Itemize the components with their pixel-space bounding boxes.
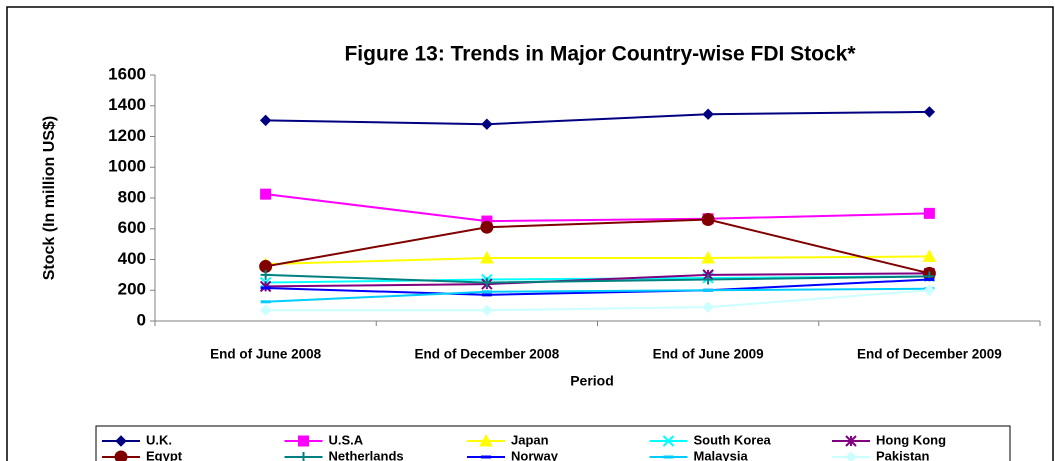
marker — [480, 220, 494, 234]
legend-label: U.S.A — [329, 432, 364, 447]
series-line — [265, 255, 930, 266]
marker — [481, 277, 492, 288]
legend-label: Malaysia — [694, 448, 749, 461]
series-line — [265, 287, 930, 303]
legend-label: Japan — [511, 432, 549, 447]
y-tick-label: 0 — [137, 310, 146, 329]
marker — [298, 435, 309, 447]
legend-label: Pakistan — [876, 448, 930, 461]
y-tick-label: 1200 — [108, 126, 146, 145]
series-line — [265, 289, 930, 312]
marker — [923, 284, 936, 296]
x-axis-label: Period — [570, 373, 614, 389]
legend-label: Norway — [511, 448, 559, 461]
marker — [923, 106, 936, 118]
y-tick-label: 1400 — [108, 95, 146, 114]
y-tick-label: 400 — [118, 249, 146, 268]
y-tick-label: 800 — [118, 187, 146, 206]
marker — [662, 435, 675, 447]
marker — [845, 451, 857, 461]
marker — [701, 213, 715, 227]
marker — [923, 207, 935, 219]
series-line — [265, 278, 930, 296]
marker — [922, 249, 937, 262]
y-tick-label: 200 — [118, 280, 146, 299]
legend-label: South Korea — [694, 432, 772, 447]
chart-border — [6, 6, 1054, 461]
marker — [480, 250, 494, 264]
legend-box — [95, 425, 1011, 461]
legend-label: Egypt — [146, 448, 183, 461]
marker — [259, 304, 272, 316]
marker — [703, 274, 714, 285]
chart-title: Figure 13: Trends in Major Country-wise … — [344, 43, 856, 66]
marker — [479, 433, 493, 447]
marker — [701, 250, 715, 264]
marker — [260, 269, 271, 280]
series-line — [265, 272, 930, 288]
marker — [115, 435, 127, 447]
marker — [481, 304, 493, 316]
marker — [845, 435, 857, 447]
x-tick-label: End of June 2008 — [210, 347, 322, 362]
y-tick-label: 600 — [118, 218, 146, 237]
legend-label: U.K. — [146, 432, 172, 447]
y-tick-label: 1600 — [108, 64, 146, 83]
series-line — [265, 193, 930, 223]
marker — [114, 450, 128, 461]
x-tick-label: End of December 2008 — [414, 347, 559, 362]
series-line — [265, 218, 930, 275]
legend-label: Hong Kong — [876, 432, 946, 447]
marker — [260, 188, 272, 200]
legend-label: Netherlands — [329, 448, 404, 461]
x-tick-label: End of June 2009 — [653, 347, 764, 362]
y-tick-label: 1000 — [108, 157, 146, 176]
marker — [481, 118, 493, 130]
y-axis-label: Stock (In million US$) — [41, 116, 58, 280]
marker — [702, 108, 714, 120]
marker — [702, 301, 714, 313]
marker — [259, 114, 272, 127]
marker — [298, 452, 309, 461]
marker — [259, 280, 272, 293]
series-line — [265, 110, 930, 126]
series-line — [265, 273, 930, 284]
x-tick-label: End of December 2009 — [857, 347, 1002, 362]
